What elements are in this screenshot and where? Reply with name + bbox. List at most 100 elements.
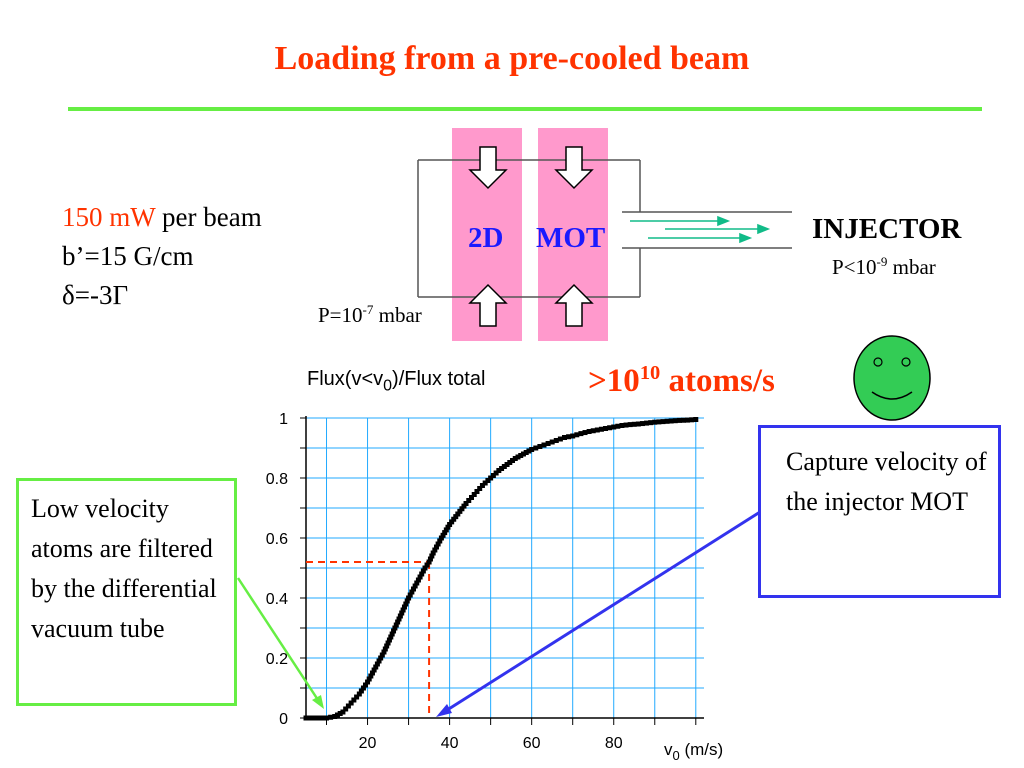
- curve-marker: [309, 715, 315, 721]
- curve-marker: [391, 628, 397, 634]
- curve-marker: [493, 470, 499, 476]
- flux-curve-series: [303, 417, 699, 721]
- curve-marker: [482, 480, 488, 486]
- curve-marker: [664, 418, 670, 424]
- curve-marker: [393, 622, 399, 628]
- x-tick-label: 40: [441, 735, 459, 752]
- curve-marker: [445, 524, 451, 530]
- curve-marker: [376, 658, 382, 664]
- curve-marker: [403, 601, 409, 607]
- data-point: [340, 709, 346, 715]
- curve-marker: [401, 604, 407, 610]
- curve-marker: [499, 466, 505, 471]
- curve-marker: [474, 489, 480, 494]
- data-point: [594, 427, 600, 433]
- curve-marker: [424, 562, 430, 568]
- y-axis-label: Flux(v<v0)/Flux total: [307, 368, 486, 395]
- curve-marker: [541, 442, 547, 448]
- data-point: [422, 565, 428, 571]
- smiley-face-icon: [853, 335, 931, 421]
- curve-marker: [419, 571, 425, 577]
- power-rest: per beam: [155, 202, 262, 232]
- curve-marker: [437, 538, 443, 544]
- curve-marker: [384, 643, 390, 649]
- curve-marker: [368, 673, 374, 679]
- data-point: [611, 424, 617, 430]
- callout-capture-velocity: Capture velocity of the injector MOT: [758, 425, 1001, 598]
- curve-marker: [566, 434, 572, 440]
- curve-marker: [549, 439, 555, 445]
- data-point: [488, 475, 494, 481]
- data-point: [414, 580, 420, 586]
- curve-marker: [533, 445, 539, 451]
- curve-marker: [490, 473, 496, 478]
- data-point: [553, 438, 559, 443]
- curve-marker: [468, 495, 474, 500]
- curve-marker: [435, 541, 441, 547]
- data-point: [315, 715, 321, 721]
- curve-marker: [515, 454, 521, 460]
- curve-marker: [574, 432, 580, 438]
- curve-marker: [526, 448, 532, 454]
- curve-marker: [598, 426, 604, 432]
- data-point: [365, 679, 371, 685]
- data-point: [570, 433, 576, 439]
- data-point: [512, 456, 518, 461]
- curve-marker: [334, 712, 340, 718]
- apparatus-outline: [417, 159, 792, 298]
- curve-marker: [631, 421, 637, 427]
- curve-marker: [417, 574, 423, 580]
- y-tick-label: 0.8: [266, 471, 288, 488]
- y-tick-label: 0: [279, 711, 288, 728]
- data-point: [520, 451, 526, 457]
- curve-marker: [459, 506, 465, 512]
- data-point: [603, 426, 609, 431]
- curve-marker: [461, 503, 467, 509]
- curve-marker: [672, 418, 678, 424]
- data-point: [693, 417, 699, 422]
- data-point: [660, 419, 666, 425]
- callout-arrows: [236, 510, 761, 717]
- chart-tick-labels: 20 40 60 80 0 0.2 0.4 0.6 0.8 1: [266, 411, 623, 752]
- data-point: [303, 715, 309, 721]
- curve-marker: [362, 682, 368, 688]
- title-divider: [68, 107, 982, 111]
- curve-marker: [442, 530, 448, 536]
- curve-marker: [432, 547, 438, 553]
- curve-marker: [440, 532, 446, 538]
- curve-marker: [374, 661, 380, 667]
- curve-marker: [689, 417, 695, 423]
- data-point: [324, 715, 330, 721]
- curve-marker: [411, 586, 417, 592]
- data-point: [496, 468, 502, 473]
- down-arrow-icon: [468, 146, 508, 190]
- callout-low-velocity: Low velocity atoms are filtered by the d…: [16, 478, 237, 706]
- curve-marker: [360, 685, 366, 691]
- curve-marker: [420, 568, 426, 574]
- curve-marker: [312, 715, 318, 721]
- chart-axes: [300, 416, 704, 725]
- curve-marker: [518, 453, 524, 458]
- y-tick-label: 0.2: [266, 651, 288, 668]
- mot-pressure: P=10-7 mbar: [318, 302, 422, 327]
- injector-title: INJECTOR: [812, 213, 962, 245]
- data-point: [685, 417, 691, 423]
- curve-marker: [457, 508, 463, 514]
- curve-marker: [501, 464, 507, 469]
- data-point: [455, 511, 461, 517]
- x-tick-label: 20: [359, 735, 377, 752]
- data-point: [545, 441, 551, 446]
- data-point: [463, 501, 469, 506]
- curve-marker: [358, 688, 364, 694]
- atom-beam-arrows: [630, 215, 771, 244]
- data-point: [644, 420, 650, 426]
- data-point: [438, 535, 444, 541]
- curve-marker: [409, 589, 415, 595]
- gradient-text: b’=15 G/cm: [62, 241, 194, 271]
- curve-marker: [623, 422, 629, 428]
- slide-title: Loading from a pre-cooled beam: [274, 40, 750, 77]
- curve-marker: [466, 498, 472, 503]
- data-point: [373, 664, 379, 670]
- curve-marker: [379, 652, 385, 658]
- up-arrow-icon: [554, 283, 594, 327]
